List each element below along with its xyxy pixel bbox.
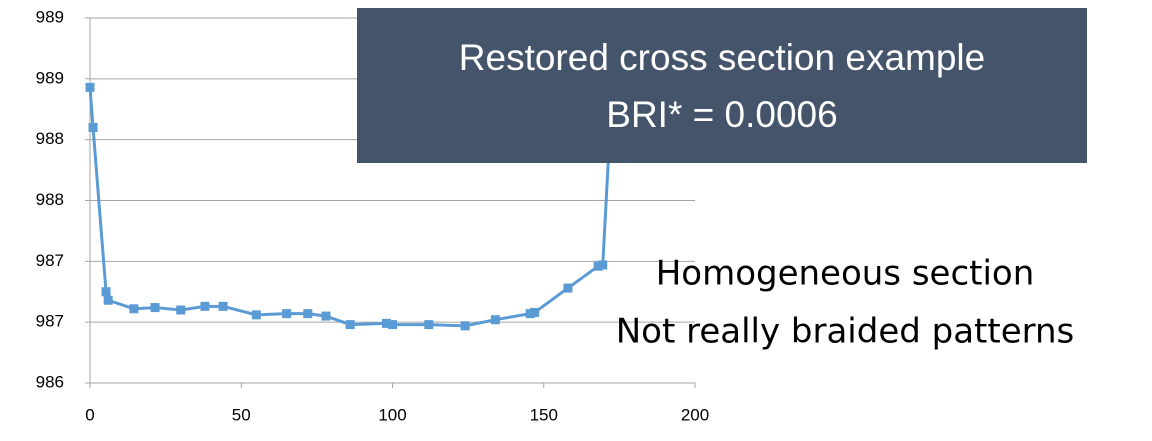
x-tick-label: 0 [85, 405, 94, 424]
point [218, 301, 228, 311]
point [563, 283, 573, 293]
x-tick-label: 50 [232, 405, 251, 424]
point [381, 318, 391, 328]
y-tick-label: 987 [36, 251, 64, 270]
point [460, 321, 470, 331]
point [593, 261, 603, 271]
annotation: Homogeneous section [656, 254, 1035, 294]
chart-title: Restored cross section example [459, 37, 985, 78]
x-tick-label: 100 [378, 405, 406, 424]
point [345, 320, 355, 330]
point [282, 309, 292, 319]
y-tick-label: 987 [36, 312, 64, 331]
point [388, 320, 397, 330]
point [424, 320, 434, 330]
point [525, 309, 535, 319]
point [251, 310, 261, 320]
point [150, 303, 160, 313]
point [85, 82, 95, 92]
y-tick-label: 986 [36, 372, 64, 391]
y-tick-label: 988 [36, 190, 64, 209]
point [200, 301, 210, 311]
y-tick-label: 989 [36, 68, 64, 87]
y-tick-label: 989 [36, 7, 64, 26]
x-tick-label: 200 [681, 405, 709, 424]
title-box [357, 8, 1087, 163]
point [321, 311, 331, 321]
y-tick-label: 988 [36, 129, 64, 148]
point [129, 304, 139, 314]
point [101, 287, 111, 297]
x-tick-label: 150 [530, 405, 558, 424]
chart-subtitle: BRI* = 0.0006 [606, 94, 837, 135]
point [103, 295, 113, 305]
point [598, 260, 608, 270]
point [530, 307, 540, 317]
point [88, 123, 98, 132]
annotation: Not really braided patterns [616, 312, 1075, 352]
point [176, 305, 186, 315]
point [490, 315, 500, 325]
point [303, 309, 313, 319]
